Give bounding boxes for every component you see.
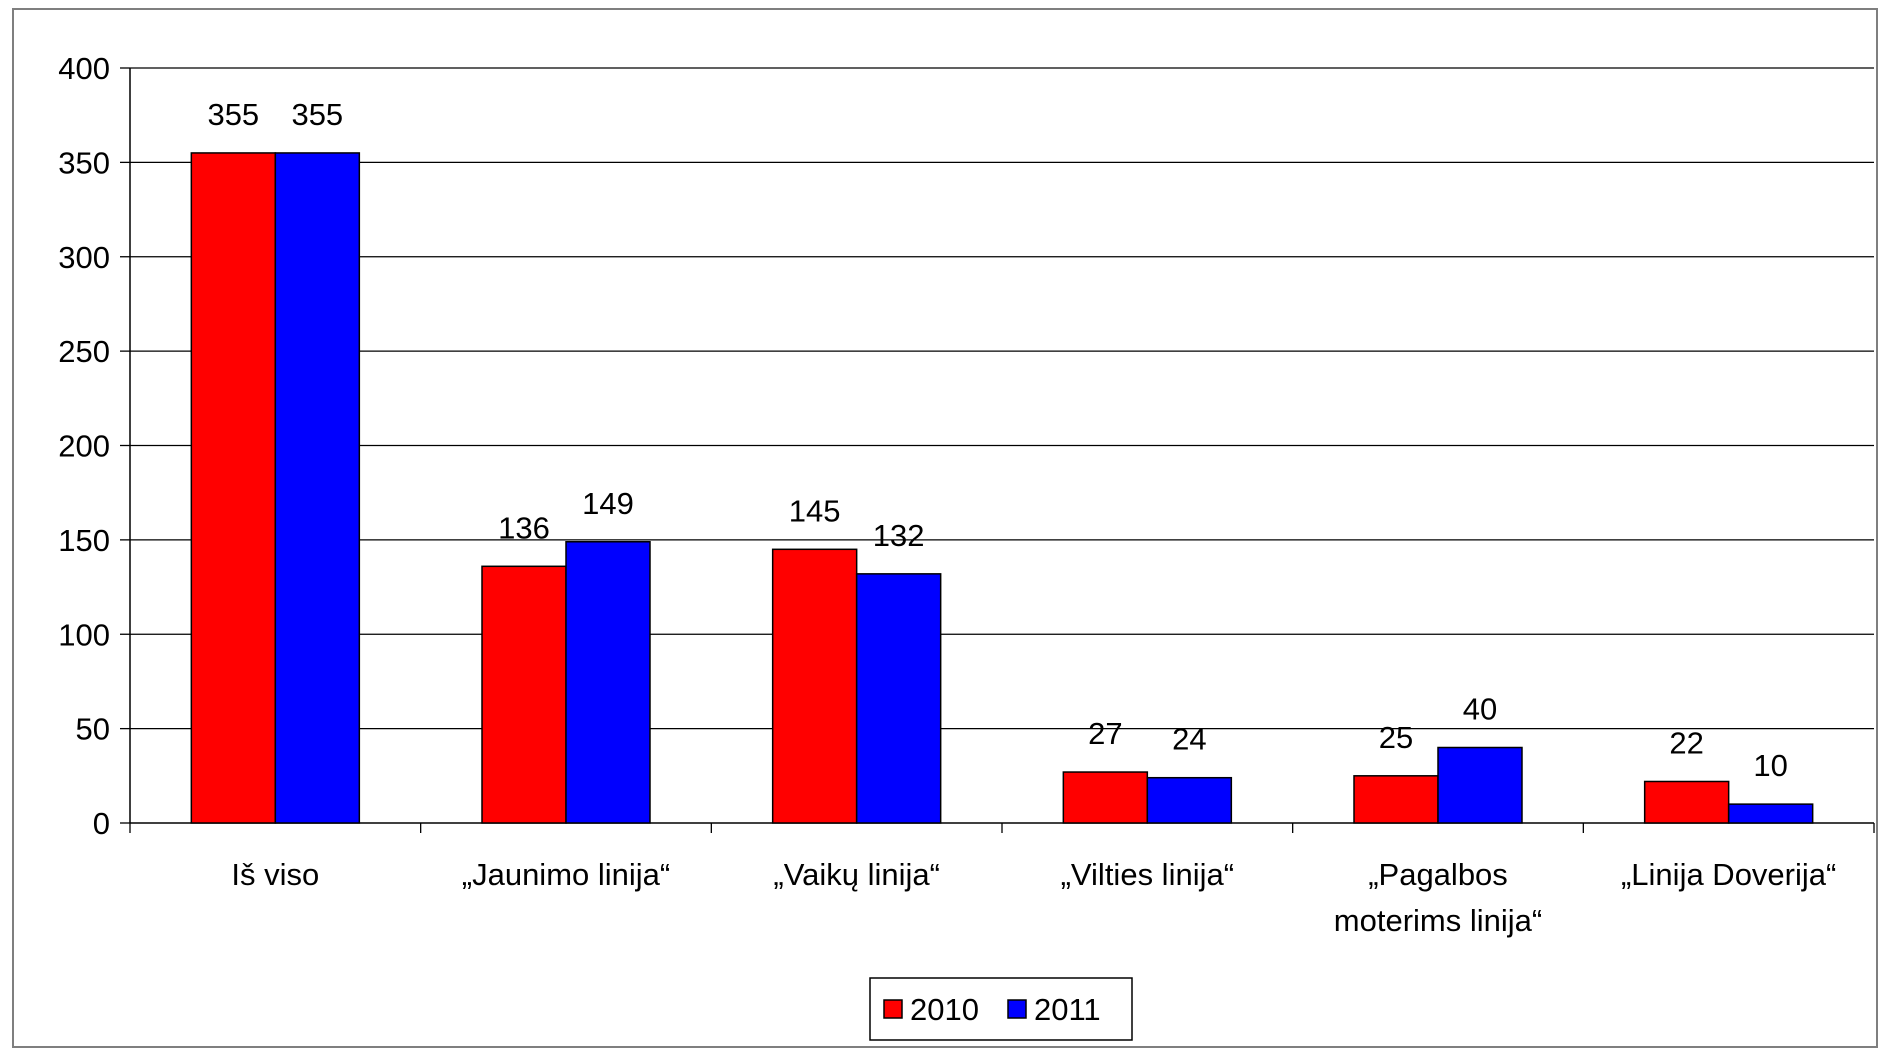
bar-2011 xyxy=(274,152,361,824)
data-label: 136 xyxy=(498,510,550,545)
bar-2010 xyxy=(1062,771,1149,824)
legend-box xyxy=(869,977,1133,1041)
category-label: „Vaikų linija“ xyxy=(773,857,940,892)
bar-2010 xyxy=(771,548,858,824)
legend-label-2010: 2010 xyxy=(910,992,979,1027)
y-tick-label: 50 xyxy=(76,712,110,747)
y-tick-label: 150 xyxy=(58,523,110,558)
y-tick-label: 350 xyxy=(58,145,110,180)
bar-2010 xyxy=(1353,775,1439,824)
axes: 0 50 100 150 200 250 300 350 400 Iš viso „Jaunimo … xyxy=(58,51,1875,938)
category-label: „Jaunimo linija“ xyxy=(462,857,670,892)
category-label: moterims linija“ xyxy=(1334,903,1542,938)
category-label: „Vilties linija“ xyxy=(1061,857,1234,892)
bar-2010 xyxy=(1643,780,1730,824)
legend-label-2011: 2011 xyxy=(1034,992,1101,1027)
y-tick-label: 300 xyxy=(58,240,110,275)
gridlines xyxy=(130,67,1874,730)
y-tick-label: 100 xyxy=(58,617,110,652)
data-label: 355 xyxy=(207,97,259,132)
legend: 2010 2011 xyxy=(869,977,1133,1041)
data-label: 145 xyxy=(789,493,841,528)
data-label: 24 xyxy=(1172,722,1206,757)
data-label: 10 xyxy=(1753,748,1787,783)
data-label: 25 xyxy=(1379,720,1413,755)
category-label: „Pagalbos xyxy=(1368,857,1508,892)
bar-2010 xyxy=(190,152,277,824)
bar-2011 xyxy=(1727,803,1814,824)
legend-swatch-2010 xyxy=(883,999,903,1019)
legend-swatch-2011 xyxy=(1007,999,1027,1019)
bars xyxy=(190,152,1814,824)
bar-2011 xyxy=(1437,746,1523,824)
bar-2011 xyxy=(1146,776,1233,824)
category-label: „Linija Doverija“ xyxy=(1621,857,1836,892)
y-tick-label: 400 xyxy=(58,51,110,86)
data-label: 27 xyxy=(1088,716,1122,751)
data-label: 149 xyxy=(582,486,634,521)
category-label: Iš viso xyxy=(231,857,319,892)
data-labels: 355 355 136 149 145 132 27 24 25 40 22 10 xyxy=(207,97,1787,783)
data-label: 132 xyxy=(873,518,925,553)
y-tick-label: 250 xyxy=(58,334,110,369)
bar-2011 xyxy=(565,541,651,824)
bar-2010 xyxy=(481,565,567,824)
y-tick-label: 0 xyxy=(93,806,110,841)
data-label: 40 xyxy=(1463,692,1497,727)
bar-2011 xyxy=(855,573,942,824)
data-label: 22 xyxy=(1669,725,1703,760)
y-tick-label: 200 xyxy=(58,429,110,464)
data-label: 355 xyxy=(291,97,343,132)
